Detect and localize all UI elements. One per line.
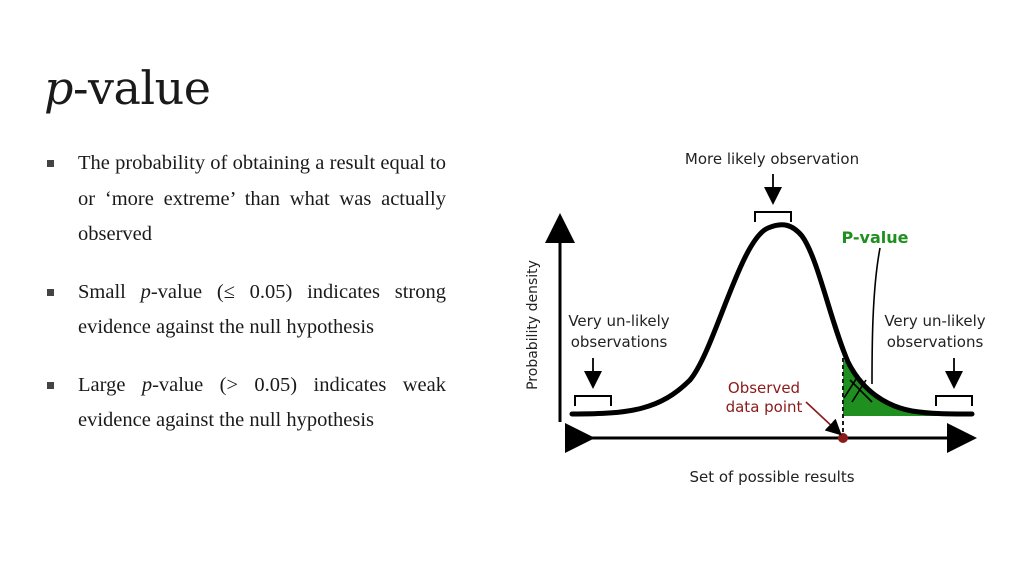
slide-title: p-value bbox=[44, 60, 211, 116]
label-observed-line1: Observed bbox=[728, 379, 800, 397]
pvalue-diagram: More likely observation P-value Probabil… bbox=[500, 140, 1000, 500]
label-left-line2: observations bbox=[571, 333, 668, 351]
bullet-text-post: -value (≤ 0.05) indicates strong evidenc… bbox=[78, 280, 446, 339]
label-right-line2: observations bbox=[887, 333, 984, 351]
bullet-text-post: -value (> 0.05) indicates weak evidence … bbox=[78, 373, 446, 432]
label-more-likely: More likely observation bbox=[685, 150, 859, 168]
label-pvalue: P-value bbox=[841, 228, 908, 247]
bullet-text-italic: p bbox=[141, 373, 153, 396]
observed-pointer bbox=[805, 401, 842, 436]
bullet-text-italic: p bbox=[140, 280, 151, 303]
label-right-line1: Very un-likely bbox=[884, 312, 985, 330]
distribution-curve bbox=[569, 222, 975, 417]
bullet-text: The probability of obtaining a result eq… bbox=[78, 152, 446, 245]
pvalue-diagram-svg: More likely observation P-value Probabil… bbox=[525, 150, 986, 486]
square-bullet-icon bbox=[47, 288, 54, 296]
bullet-item-definition: The probability of obtaining a result eq… bbox=[44, 146, 446, 253]
bullet-text-pre: Large bbox=[78, 373, 142, 396]
square-bullet-icon bbox=[47, 160, 54, 167]
label-y-axis: Probability density bbox=[525, 260, 541, 390]
bullet-text-pre: Small bbox=[78, 280, 141, 303]
pvalue-shaded-area bbox=[843, 358, 970, 416]
title-italic-p: p bbox=[44, 61, 73, 115]
top-bracket bbox=[754, 211, 792, 222]
square-bullet-icon bbox=[47, 381, 54, 389]
label-left-line1: Very un-likely bbox=[568, 312, 669, 330]
bullet-list: The probability of obtaining a result eq… bbox=[44, 146, 446, 461]
bullet-item-small-pvalue: Small p-value (≤ 0.05) indicates strong … bbox=[44, 275, 446, 346]
label-observed-line2: data point bbox=[726, 398, 803, 416]
right-bracket bbox=[935, 395, 973, 406]
title-rest: -value bbox=[72, 61, 211, 115]
label-x-axis: Set of possible results bbox=[689, 468, 854, 486]
bullet-item-large-pvalue: Large p-value (> 0.05) indicates weak ev… bbox=[44, 368, 446, 439]
observed-data-point bbox=[838, 433, 848, 443]
left-bracket bbox=[574, 395, 612, 406]
pvalue-pointer bbox=[871, 247, 881, 385]
